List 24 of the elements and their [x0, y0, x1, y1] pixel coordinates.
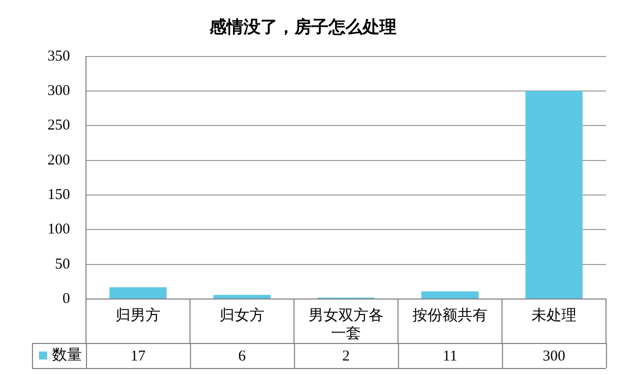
- chart-title: 感情没了，房子怎么处理: [208, 18, 396, 37]
- y-tick-label: 50: [55, 256, 70, 272]
- x-tick-label: 男女双方各一套: [308, 306, 384, 342]
- y-tick-label: 350: [48, 48, 70, 64]
- data-label: 300: [542, 348, 566, 364]
- x-tick-label: 归男方: [116, 306, 160, 324]
- data-label: 2: [342, 348, 350, 364]
- y-tick-label: 0: [62, 290, 70, 307]
- x-tick-label: 归女方: [220, 306, 264, 324]
- legend-label: 数量: [52, 347, 82, 364]
- bar: [109, 287, 167, 298]
- y-tick-label: 100: [48, 222, 70, 238]
- data-label: 6: [238, 348, 246, 364]
- x-tick-label: 未处理: [532, 306, 576, 324]
- data-label: 11: [442, 348, 458, 364]
- y-tick-label: 150: [48, 186, 70, 203]
- y-tick-label: 300: [48, 82, 70, 99]
- bar: [525, 91, 583, 298]
- x-tick-label: 按份额共有: [412, 306, 488, 324]
- data-label: 17: [130, 348, 146, 364]
- bar: [421, 291, 479, 298]
- y-tick-label: 250: [48, 118, 70, 134]
- bar: [213, 294, 271, 298]
- y-tick-label: 200: [48, 152, 70, 168]
